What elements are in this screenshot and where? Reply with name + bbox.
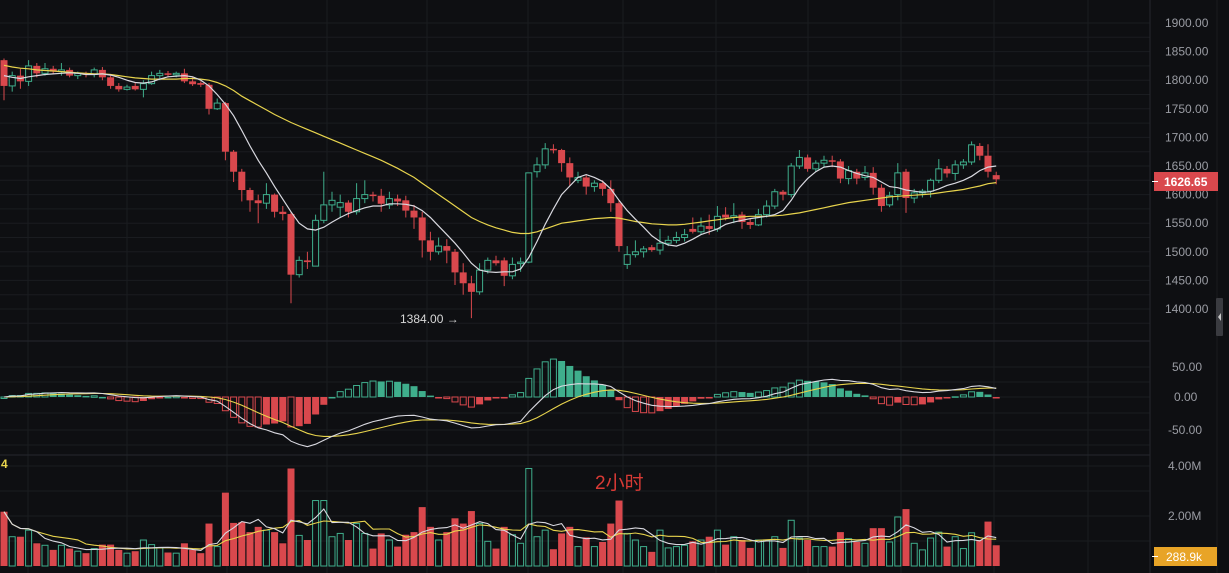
price-tick: 1750.00: [1165, 102, 1209, 116]
volume-pane[interactable]: 4 2小时: [0, 457, 1000, 567]
price-tick: 1400.00: [1165, 302, 1209, 316]
price-tick: 1500.00: [1165, 245, 1209, 259]
macd-tick: 0.00: [1174, 390, 1198, 404]
price-pane[interactable]: 1384.00 →: [0, 58, 1000, 326]
ma-slow-line: [3, 64, 997, 235]
current-price-tag: 1626.65: [1152, 172, 1218, 191]
volume-axis[interactable]: 4.00M 2.00M: [1168, 459, 1201, 523]
volume-ma-fast-line: [3, 508, 997, 551]
period-label: 2小时: [595, 472, 644, 494]
price-tick: 1800.00: [1165, 73, 1209, 87]
macd-axis[interactable]: 50.00 0.00 -50.00: [1168, 360, 1202, 437]
price-tick: 1550.00: [1165, 216, 1209, 230]
macd-dif-line: [3, 378, 997, 448]
price-tick: 1450.00: [1165, 273, 1209, 287]
pane-index-label: 4: [1, 457, 8, 471]
volume-tick: 4.00M: [1168, 459, 1201, 473]
price-tick: 1700.00: [1165, 130, 1209, 144]
macd-tick: 50.00: [1172, 360, 1202, 374]
scroll-handle[interactable]: [1216, 298, 1223, 336]
price-tick: 1900.00: [1165, 16, 1209, 30]
chevron-left-icon: [1218, 313, 1221, 321]
price-tick: 1650.00: [1165, 159, 1209, 173]
price-tick: 1600.00: [1165, 188, 1209, 202]
current-volume-value: 288.9k: [1166, 550, 1203, 564]
current-volume-tag: 288.9k: [1152, 547, 1217, 566]
volume-tick: 2.00M: [1168, 509, 1201, 523]
price-tick: 1850.00: [1165, 45, 1209, 59]
macd-tick: -50.00: [1168, 423, 1202, 437]
price-axis[interactable]: 1900.00 1850.00 1800.00 1750.00 1700.00 1650.…: [1165, 16, 1209, 316]
low-price-annotation: 1384.00 →: [400, 312, 459, 326]
ma-fast-line: [3, 72, 997, 274]
macd-pane[interactable]: [0, 358, 1000, 448]
current-price-value: 1626.65: [1164, 175, 1208, 189]
